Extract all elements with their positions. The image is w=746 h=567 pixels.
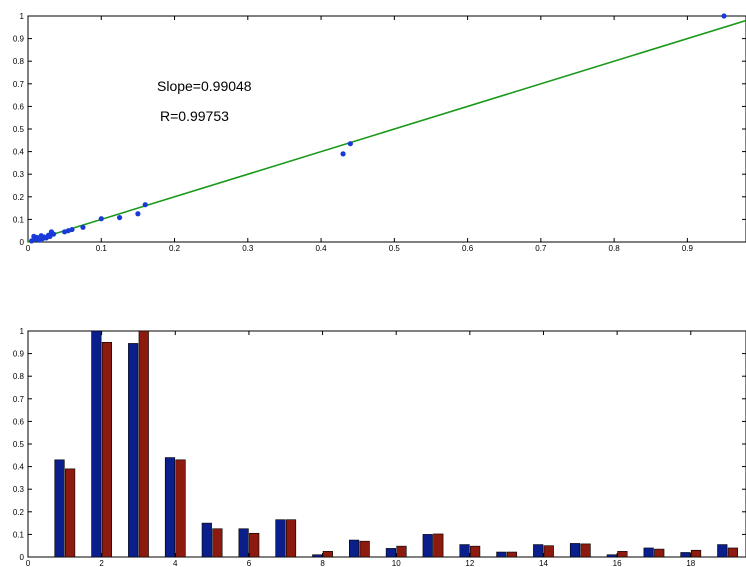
bar-series-2 — [359, 540, 370, 558]
bar-series-1 — [422, 534, 433, 558]
data-point — [98, 216, 104, 222]
bar-series-1 — [275, 519, 286, 558]
0-ytick-label: 0.3 — [13, 170, 25, 179]
bar-series-2 — [175, 459, 186, 558]
0-xtick-label: 0.2 — [169, 244, 181, 253]
bar-series-2 — [433, 533, 444, 558]
1-ytick-label: 0.5 — [13, 440, 25, 449]
1-ytick-label: 0.4 — [13, 463, 25, 472]
bar-series-1 — [606, 554, 617, 558]
bar-series-1 — [496, 551, 507, 558]
bar-series-2 — [580, 543, 591, 558]
0-ytick-label: 1 — [20, 12, 25, 21]
0-ytick-label: 0.1 — [13, 215, 25, 224]
1-xtick-label: 6 — [247, 559, 252, 567]
bar-series-1 — [717, 544, 728, 558]
data-point — [340, 151, 346, 157]
bar-series-2 — [212, 528, 223, 558]
1-xtick-label: 14 — [539, 559, 548, 567]
0-xtick-label: 0.5 — [389, 244, 401, 253]
1-ytick-label: 0.6 — [13, 417, 25, 426]
bar-series-2 — [101, 341, 113, 558]
bar-series-1 — [201, 522, 212, 558]
0-xtick-label: 0.8 — [609, 244, 621, 253]
1-xtick-label: 4 — [173, 559, 178, 567]
bar-series-1 — [533, 544, 544, 558]
data-point — [721, 13, 727, 19]
1-ytick-label: 0.7 — [13, 395, 25, 404]
bar-series-1 — [349, 539, 360, 558]
bar-series-1 — [643, 547, 654, 558]
bar-series-1 — [54, 459, 65, 558]
bar-series-1 — [459, 544, 470, 558]
1-ytick-label: 0.2 — [13, 508, 25, 517]
data-point — [51, 231, 57, 237]
0-xtick-label: 0.9 — [682, 244, 694, 253]
0-xtick-label: 0.3 — [242, 244, 254, 253]
0-xtick-label: 0.1 — [96, 244, 108, 253]
1-xtick-label: 16 — [613, 559, 622, 567]
bar-series-1 — [569, 543, 581, 558]
1-ytick-label: 0 — [20, 553, 25, 562]
1-xtick-label: 10 — [392, 559, 401, 567]
1-xtick-label: 12 — [465, 559, 474, 567]
bar-series-2 — [470, 545, 481, 558]
bar-series-1 — [680, 552, 691, 558]
data-point — [69, 226, 75, 233]
bar-series-1 — [128, 343, 139, 558]
1-ytick-label: 1 — [20, 327, 25, 336]
bar-series-2 — [249, 532, 260, 558]
data-point — [116, 214, 123, 221]
1-ytick-label: 0.8 — [13, 372, 25, 381]
bar-series-2 — [506, 551, 518, 558]
1-xtick-label: 2 — [99, 559, 104, 567]
0-ytick-label: 0.4 — [13, 148, 25, 157]
scatter-panel: 0 0.1 0.2 0.3 0.4 0.5 0.6 0.7 0.8 0.9 1 0 0.1 0.2 0.3 0… — [13, 12, 746, 253]
slope-annotation: Slope=0.99048 — [157, 78, 252, 94]
0-xtick-label: 0.6 — [462, 244, 474, 253]
r-annotation: R=0.99753 — [160, 108, 229, 124]
data-point — [135, 211, 141, 217]
1-xtick-label: 18 — [686, 559, 695, 567]
bar-series-1 — [91, 330, 102, 558]
bar-series-2 — [654, 548, 665, 558]
0-xtick-label: 0.7 — [535, 244, 547, 253]
0-ytick-label: 0.9 — [13, 35, 25, 44]
1-xtick-label: 8 — [320, 559, 325, 567]
0-ytick-label: 0 — [20, 238, 25, 247]
data-point — [142, 202, 148, 208]
1-ytick-label: 0.9 — [13, 350, 25, 359]
0-xtick-label: 0.4 — [315, 244, 327, 253]
0-ytick-label: 0.2 — [13, 193, 25, 202]
0-xtick-label: 0 — [26, 244, 31, 253]
bar-series-2 — [690, 549, 702, 558]
bar-series-1 — [164, 457, 176, 558]
bar-series-2 — [617, 551, 628, 558]
bar-series-2 — [396, 545, 407, 558]
bar-series-1 — [238, 528, 249, 558]
bar-series-2 — [322, 551, 333, 558]
bar-series-1 — [312, 554, 323, 558]
data-point — [80, 224, 86, 230]
bar-series-1 — [385, 548, 397, 558]
bar-series-2 — [285, 519, 297, 558]
1-xtick-label: 0 — [26, 559, 31, 567]
bar-series-2 — [543, 545, 554, 558]
bar-series-2 — [727, 547, 738, 558]
data-point — [347, 141, 353, 147]
0-ytick-label: 0.8 — [13, 57, 25, 66]
0-ytick-label: 0.5 — [13, 125, 25, 134]
1-ytick-label: 0.1 — [13, 530, 25, 539]
bar-series-2 — [138, 330, 149, 558]
bar-panel: 00.10.20.30.40.50.60.70.80.910 2 4 6 8 10 12 14… — [13, 327, 746, 567]
0-ytick-label: 0.6 — [13, 102, 25, 111]
1-ytick-label: 0.3 — [13, 485, 25, 494]
bar-series-2 — [65, 468, 76, 558]
0-ytick-label: 0.7 — [13, 80, 25, 89]
